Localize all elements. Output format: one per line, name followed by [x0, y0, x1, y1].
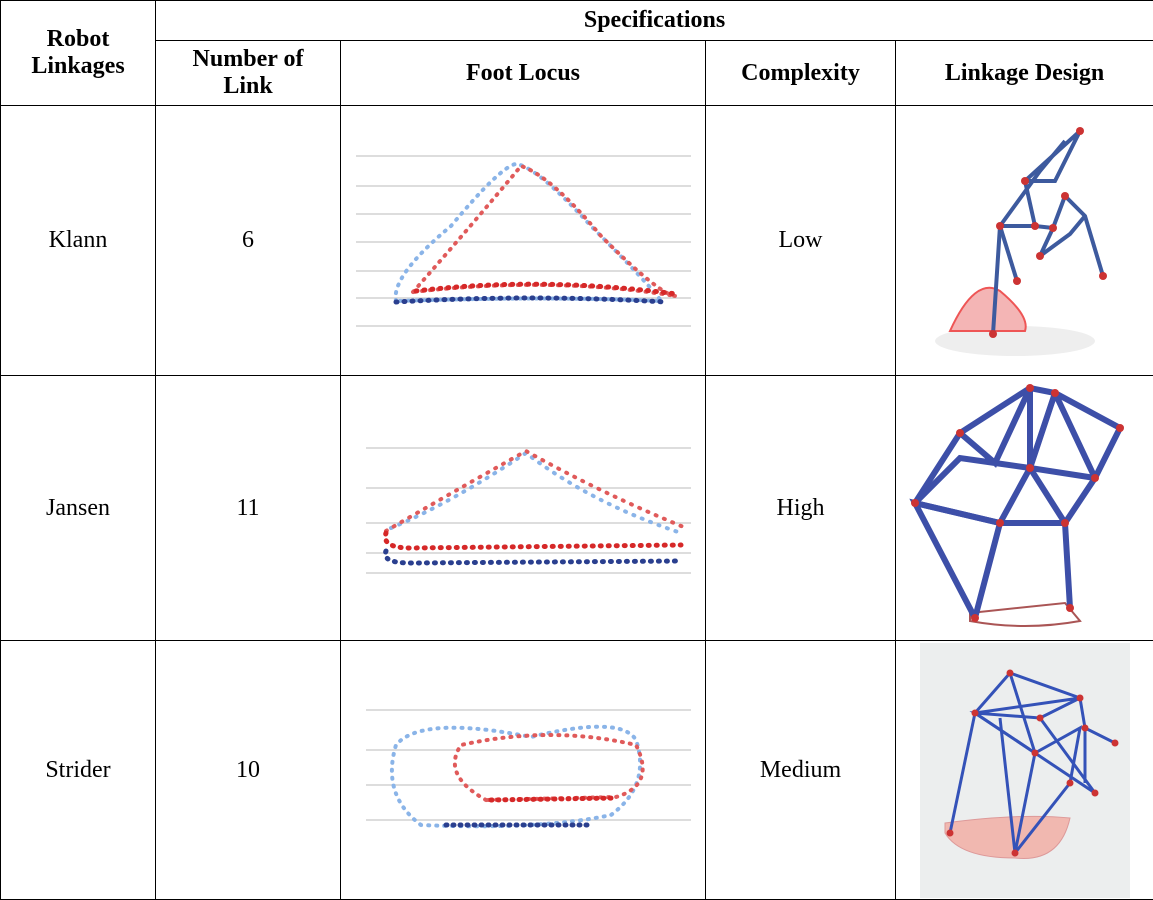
- link-cell: 11: [156, 376, 341, 641]
- link-cell: 6: [156, 106, 341, 376]
- foot-locus-image: [351, 126, 696, 356]
- page: {"header":{"first_column":"Robot Linkage…: [0, 0, 1153, 899]
- foot-locus-image: [351, 655, 696, 885]
- header-cell: Complexity: [706, 41, 896, 106]
- header-cell: Robot Linkages: [1, 1, 156, 106]
- locus-cell: [341, 376, 706, 641]
- locus-cell: [341, 106, 706, 376]
- link-cell: 10: [156, 641, 341, 900]
- spec-table: Robot Linkages Specifications Number of …: [0, 0, 1153, 900]
- complexity-cell: High: [706, 376, 896, 641]
- header-cell: Number of Link: [156, 41, 341, 106]
- design-cell: [896, 376, 1153, 641]
- linkage-image: [905, 116, 1145, 366]
- design-cell: [896, 641, 1153, 900]
- linkage-image: [920, 643, 1130, 898]
- foot-locus-image: [351, 393, 696, 623]
- header-cell: Foot Locus: [341, 41, 706, 106]
- complexity-cell: Low: [706, 106, 896, 376]
- name-cell: Strider: [1, 641, 156, 900]
- header-text: Robot Linkages: [23, 26, 133, 80]
- complexity-cell: Medium: [706, 641, 896, 900]
- name-cell: Jansen: [1, 376, 156, 641]
- locus-cell: [341, 641, 706, 900]
- group-header: Specifications: [156, 1, 1153, 41]
- design-cell: [896, 106, 1153, 376]
- name-cell: Klann: [1, 106, 156, 376]
- header-text: Number of Link: [183, 46, 313, 100]
- linkage-image: [905, 383, 1145, 633]
- header-cell: Linkage Design: [896, 41, 1153, 106]
